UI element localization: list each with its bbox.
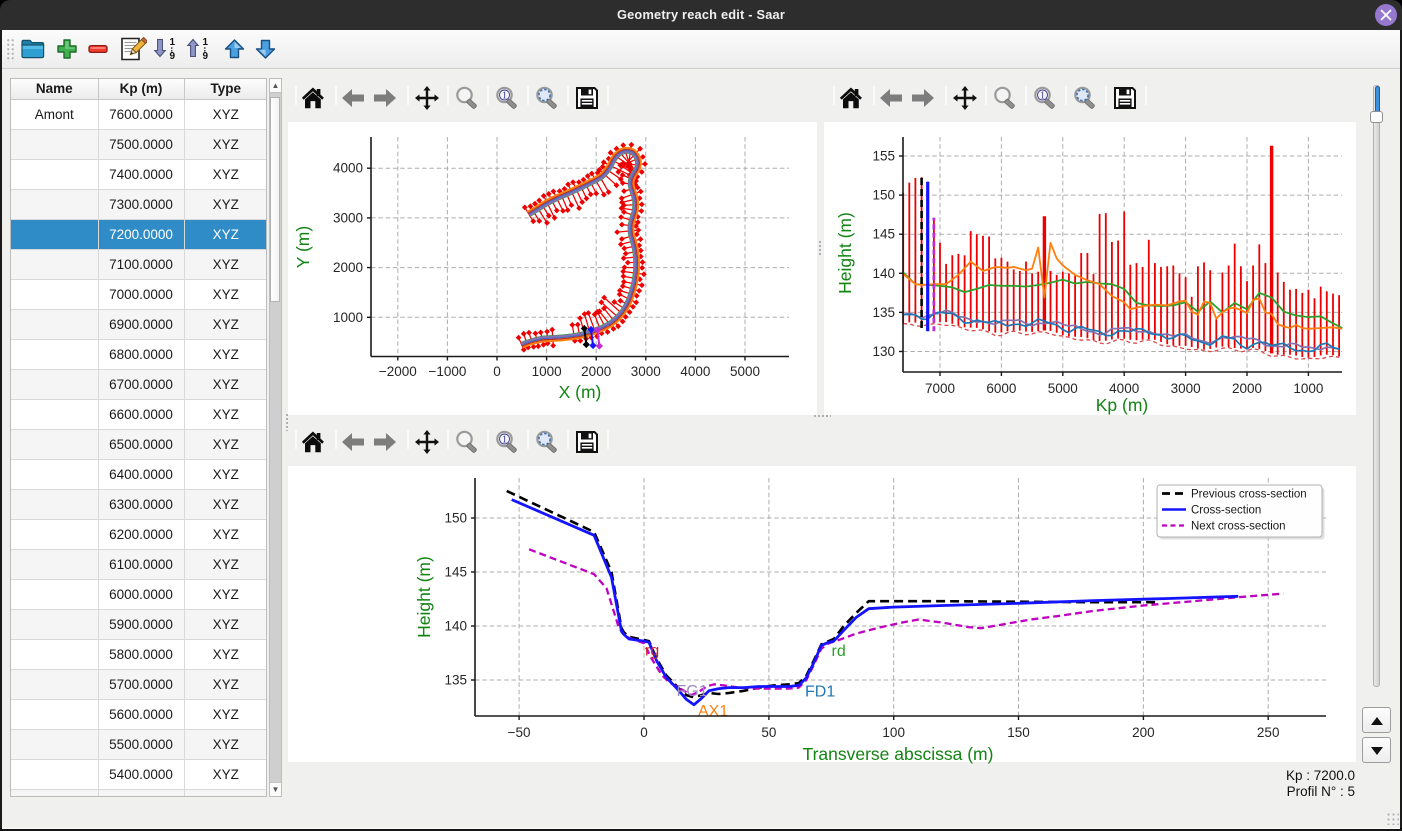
- svg-text:1: 1: [203, 37, 209, 48]
- svg-text:1: 1: [170, 37, 176, 48]
- svg-text:1: 1: [502, 435, 507, 446]
- svg-text:1: 1: [1040, 91, 1045, 102]
- svg-text:9: 9: [203, 51, 209, 62]
- svg-text:1: 1: [502, 91, 507, 102]
- svg-text:9: 9: [170, 51, 176, 62]
